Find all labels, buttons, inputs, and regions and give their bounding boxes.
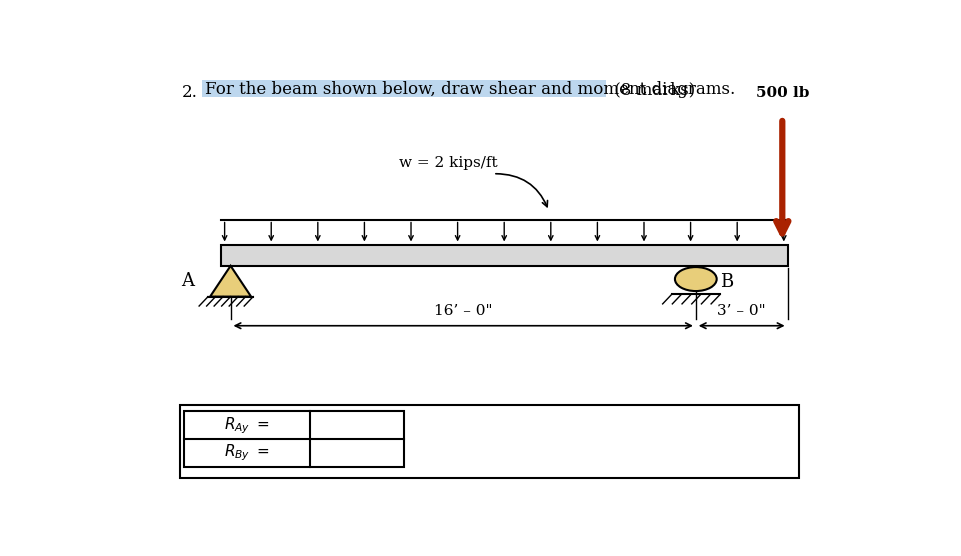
Text: $R_{By}\ =$: $R_{By}\ =$: [224, 443, 270, 463]
Text: For the beam shown below, draw shear and moment diagrams.: For the beam shown below, draw shear and…: [205, 81, 735, 98]
Text: (8 marks): (8 marks): [608, 81, 695, 98]
Text: 16’ – 0": 16’ – 0": [433, 304, 492, 317]
Bar: [180, 405, 798, 478]
Text: B: B: [720, 273, 733, 291]
Bar: [202, 80, 605, 97]
Polygon shape: [209, 266, 251, 296]
Text: 500 lb: 500 lb: [754, 86, 808, 100]
Text: w = 2 kips/ft: w = 2 kips/ft: [399, 156, 497, 170]
Text: 2.: 2.: [182, 84, 197, 101]
Text: 3’ – 0": 3’ – 0": [717, 304, 765, 317]
Bar: [184, 411, 404, 467]
Circle shape: [675, 267, 716, 291]
Text: $R_{Ay}\ =$: $R_{Ay}\ =$: [224, 415, 270, 435]
Text: A: A: [181, 272, 194, 290]
Bar: [221, 245, 787, 266]
